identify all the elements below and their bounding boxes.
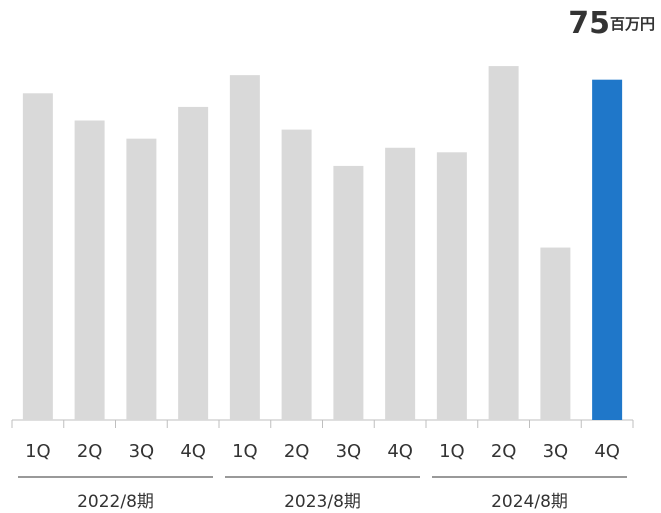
x-tick-label: 4Q (594, 441, 620, 462)
bar (22, 93, 53, 421)
bar (488, 66, 519, 420)
bar (385, 147, 416, 420)
value-unit: 百万円 (610, 15, 655, 33)
group-label: 2022/8期 (77, 492, 154, 512)
x-tick-label: 2Q (77, 441, 103, 462)
bar (540, 247, 571, 420)
bar (126, 138, 157, 421)
x-tick-label: 3Q (543, 441, 569, 462)
bar (229, 75, 260, 421)
x-tick-label: 1Q (25, 441, 51, 462)
x-tick-label: 4Q (180, 441, 206, 462)
bar (592, 79, 623, 420)
value-label: 75百万円 (568, 6, 655, 41)
bar (74, 120, 105, 421)
x-tick-label: 2Q (284, 441, 310, 462)
x-tick-label: 3Q (129, 441, 155, 462)
x-tick-label: 1Q (232, 441, 258, 462)
x-tick-label: 1Q (439, 441, 465, 462)
group-label: 2023/8期 (284, 492, 361, 512)
x-tick-label: 2Q (491, 441, 517, 462)
x-tick-label: 4Q (387, 441, 413, 462)
x-tick-label: 3Q (336, 441, 362, 462)
bar (436, 152, 467, 420)
group-label: 2024/8期 (491, 492, 568, 512)
value-number: 75 (568, 6, 610, 41)
bar (333, 165, 364, 420)
bar (178, 106, 209, 420)
bar (281, 129, 312, 420)
